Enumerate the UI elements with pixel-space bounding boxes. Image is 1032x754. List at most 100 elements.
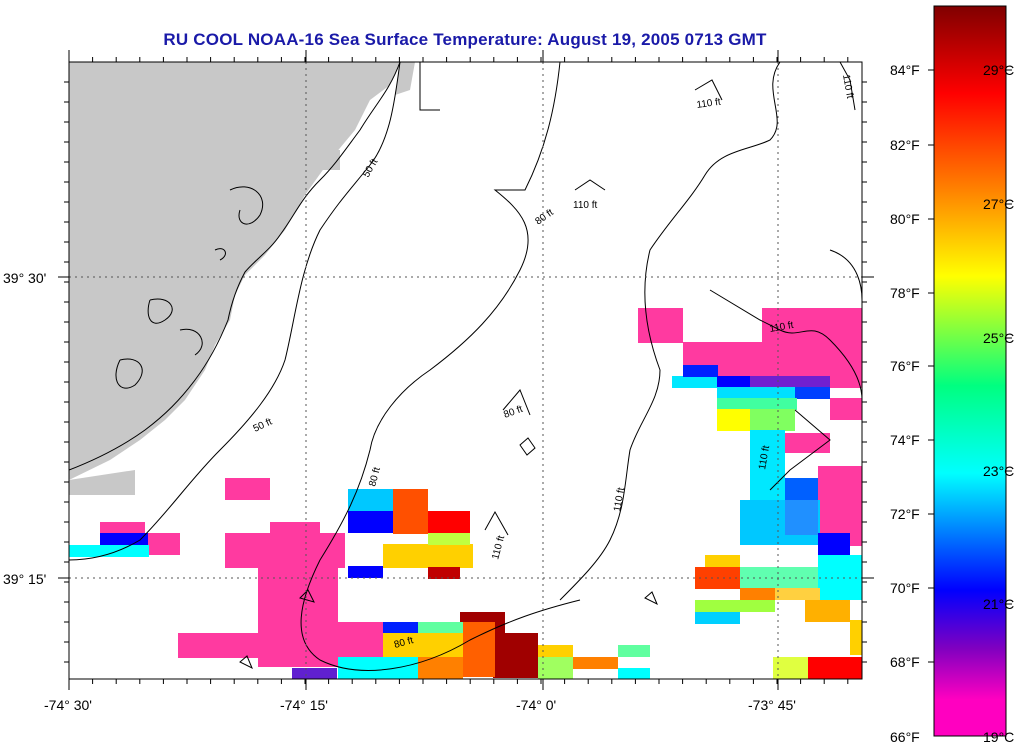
- sst-patch-blue: [795, 387, 830, 399]
- sst-patch-cyan: [750, 430, 785, 500]
- sst-patch-darkred: [493, 633, 538, 678]
- sst-patch-yellow: [805, 600, 850, 622]
- sst-patch-cyan: [338, 657, 418, 679]
- colorbar-c-label: 27°C: [983, 196, 1015, 212]
- colorbar-f-label: 66°F: [890, 729, 920, 745]
- sst-patch-cyan: [717, 387, 797, 399]
- sst-patch-orange: [418, 657, 463, 679]
- sst-patch-yellow: [775, 588, 820, 600]
- colorbar-c-label: 19°C: [983, 729, 1015, 745]
- x-tick-label: -74° 15': [280, 697, 328, 713]
- sst-patch-blue: [348, 511, 393, 533]
- sst-patch-magenta: [338, 622, 383, 657]
- colorbar-ticks: [928, 69, 1012, 663]
- sst-patch-cyan: [348, 489, 393, 511]
- x-tick-label: -74° 0': [516, 697, 557, 713]
- coastline: [69, 62, 401, 471]
- sst-patch-red: [428, 511, 470, 533]
- isobath-label: 50 ft: [252, 416, 274, 434]
- sst-patch-cyan: [672, 376, 717, 388]
- colorbar-f-label: 74°F: [890, 432, 920, 448]
- sst-patch-magenta: [225, 533, 345, 568]
- sst-patch-red: [808, 657, 862, 679]
- isobath-label: 110 ft: [573, 200, 597, 211]
- sst-patch-cyan: [695, 612, 740, 624]
- sst-patch-red: [428, 567, 460, 579]
- sst-patch-magenta: [818, 466, 862, 546]
- sst-patch-blue: [785, 500, 818, 535]
- sst-patch-blue: [348, 566, 383, 578]
- sst-patch-blue: [683, 365, 718, 377]
- map-title: RU COOL NOAA-16 Sea Surface Temperature:…: [163, 30, 767, 49]
- colorbar-gradient: [934, 6, 1006, 736]
- colorbar-f-label: 84°F: [890, 62, 920, 78]
- colorbar-f-label: 78°F: [890, 285, 920, 301]
- sst-patch-magenta: [225, 478, 270, 500]
- colorbar-f-label: 82°F: [890, 137, 920, 153]
- sst-patch-magenta: [178, 633, 258, 658]
- isobath-label: 50 ft: [361, 157, 380, 180]
- sst-patch-orange: [393, 489, 428, 534]
- isobath-label: 80 ft: [393, 635, 415, 651]
- sst-patch-orange: [573, 657, 618, 669]
- colorbar-f-label: 68°F: [890, 654, 920, 670]
- colorbar-c-label: 21°C: [983, 596, 1015, 612]
- sst-patch-magenta: [638, 308, 683, 343]
- sst-pixels: [69, 308, 862, 679]
- x-tick-label: -74° 30': [44, 697, 92, 713]
- sst-patch-green: [750, 409, 795, 431]
- isobath-label: 110 ft: [769, 320, 795, 335]
- tick-marks: [58, 50, 874, 690]
- colorbar-c-label: 29°C: [983, 62, 1015, 78]
- colorbar-f-label: 72°F: [890, 506, 920, 522]
- sst-patch-blue: [383, 622, 428, 634]
- isobath-label: 110 ft: [490, 534, 507, 561]
- colorbar-c-label: 23°C: [983, 463, 1015, 479]
- sst-patch-green: [740, 567, 820, 589]
- x-tick-label: -73° 45': [748, 697, 796, 713]
- sst-patch-blue: [785, 478, 818, 500]
- colorbar-f-label: 76°F: [890, 358, 920, 374]
- sst-patch-green: [695, 600, 775, 612]
- sst-patch-green: [428, 533, 470, 545]
- sst-patch-yellow: [383, 544, 473, 568]
- y-tick-label: 39° 15': [3, 571, 47, 587]
- sst-patch-magenta: [148, 533, 180, 555]
- sst-patch-purple: [292, 668, 337, 679]
- minor-ticks: [64, 57, 867, 684]
- sst-patch-green: [418, 622, 463, 634]
- sst-patch-magenta: [258, 567, 338, 667]
- sst-patch-magenta: [785, 433, 830, 453]
- sst-patch-yellow: [850, 620, 862, 655]
- sst-patch-yellow: [705, 555, 740, 567]
- sst-patch-magenta: [830, 398, 862, 420]
- colorbar-c-label: 25°C: [983, 330, 1015, 346]
- isobath-label: 110 ft: [757, 444, 772, 470]
- sst-patch-magenta: [270, 522, 320, 534]
- sst-patch-cyan: [618, 668, 650, 679]
- graticule: [69, 62, 862, 679]
- sst-patch-cyan: [69, 545, 149, 557]
- sst-patch-green: [538, 657, 573, 679]
- isobath-label: 80 ft: [533, 207, 555, 227]
- y-tick-label: 39° 30': [3, 270, 47, 286]
- coastline-bays: [115, 186, 264, 389]
- isobath-label: 110 ft: [696, 97, 722, 111]
- sst-patch-green: [618, 645, 650, 657]
- sst-patch-purple: [750, 376, 830, 388]
- isobath-label: 110 ft: [612, 486, 627, 512]
- isobath-label: 80 ft: [367, 466, 383, 488]
- sst-patch-blue: [717, 376, 752, 388]
- sst-patch-yellow: [773, 657, 808, 679]
- land-new-jersey: [69, 62, 400, 480]
- sst-patch-orange: [740, 588, 775, 600]
- colorbar-f-label: 70°F: [890, 580, 920, 596]
- isobath-label: 110 ft: [840, 74, 855, 100]
- colorbar-f-label: 80°F: [890, 211, 920, 227]
- sst-patch-green: [717, 398, 797, 410]
- map-frame: [68, 61, 863, 680]
- isobath-contours: [69, 62, 862, 671]
- sst-patch-magenta: [762, 308, 862, 388]
- colorbar-frame: [933, 5, 1007, 737]
